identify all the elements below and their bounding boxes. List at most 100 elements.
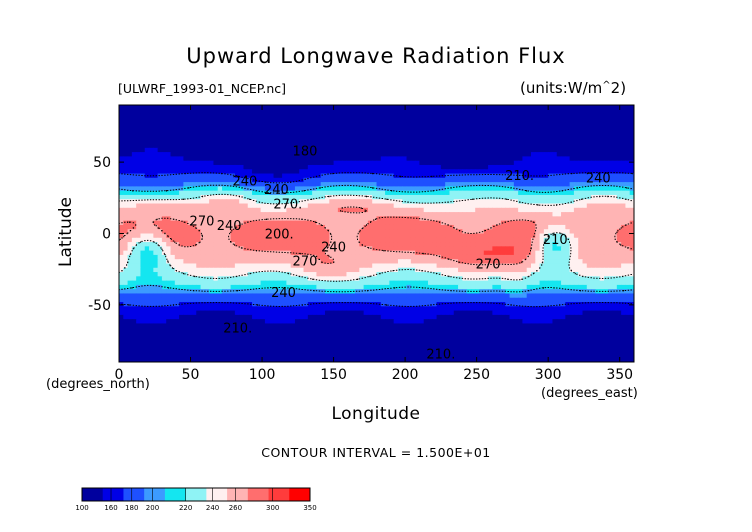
heatmap-cell [625, 276, 631, 282]
heatmap-cell [213, 280, 219, 286]
heatmap-cell [234, 267, 240, 273]
heatmap-cell [166, 156, 172, 162]
heatmap-cell [260, 160, 266, 166]
heatmap-cell [531, 212, 536, 217]
heatmap-cell [595, 233, 601, 239]
heatmap-cell [247, 139, 253, 145]
heatmap-cell [539, 250, 545, 256]
heatmap-cell [389, 259, 395, 265]
heatmap-cell [479, 186, 485, 192]
heatmap-cell [539, 190, 545, 196]
heatmap-cell [217, 233, 223, 239]
heatmap-cell [522, 109, 528, 115]
heatmap-cell [213, 199, 219, 205]
heatmap-cell [436, 139, 442, 145]
heatmap-cell [518, 143, 524, 149]
heatmap-cell [363, 276, 369, 282]
heatmap-cell [599, 160, 605, 166]
heatmap-cell [522, 263, 528, 269]
heatmap-cell [209, 173, 215, 179]
heatmap-cell [337, 250, 343, 256]
heatmap-cell [428, 152, 433, 157]
heatmap-cell [239, 259, 245, 265]
heatmap-cell [136, 276, 142, 282]
heatmap-cell [603, 152, 609, 157]
heatmap-cell [496, 169, 502, 175]
heatmap-cell [329, 122, 335, 128]
units-label: (units:W/m^2) [520, 79, 627, 97]
heatmap-cell [217, 117, 223, 123]
heatmap-cell [166, 117, 172, 123]
heatmap-cell [625, 263, 631, 269]
heatmap-cell [153, 276, 159, 282]
heatmap-cell [505, 220, 511, 226]
heatmap-cell [226, 267, 232, 273]
heatmap-cell [127, 134, 133, 140]
heatmap-cell [355, 220, 360, 226]
heatmap-cell [282, 117, 287, 123]
heatmap-cell [518, 182, 524, 187]
heatmap-cell [346, 113, 352, 119]
heatmap-cell [346, 259, 352, 265]
heatmap-cell [170, 224, 176, 230]
heatmap-cell [488, 250, 493, 256]
heatmap-cell [367, 113, 373, 119]
heatmap-cell [213, 259, 219, 265]
heatmap-cell [329, 280, 335, 286]
heatmap-cell [187, 190, 193, 196]
heatmap-cell [595, 177, 601, 183]
heatmap-cell [230, 250, 236, 256]
heatmap-cell [440, 203, 446, 209]
heatmap-cell [119, 272, 124, 277]
heatmap-cell [200, 229, 206, 235]
heatmap-cell [131, 177, 137, 183]
heatmap-cell [586, 212, 592, 217]
heatmap-cell [342, 246, 348, 252]
heatmap-cell [432, 203, 438, 209]
heatmap-cell [380, 203, 386, 209]
heatmap-cell [252, 250, 257, 256]
heatmap-cell [625, 105, 631, 110]
heatmap-cell [578, 220, 584, 226]
heatmap-cell [376, 237, 382, 243]
heatmap-cell [466, 190, 472, 196]
heatmap-cell [191, 280, 197, 286]
heatmap-cell [500, 105, 506, 110]
heatmap-cell [419, 203, 425, 209]
heatmap-cell [625, 272, 631, 277]
heatmap-cell [273, 122, 279, 128]
heatmap-cell [230, 224, 236, 230]
heatmap-cell [136, 164, 142, 170]
heatmap-cell [621, 263, 627, 269]
heatmap-cell [329, 113, 335, 119]
heatmap-cell [419, 194, 425, 200]
heatmap-cell [325, 220, 330, 226]
heatmap-cell [243, 229, 249, 235]
heatmap-cell [196, 182, 202, 187]
heatmap-cell [385, 173, 390, 179]
heatmap-cell [406, 263, 412, 269]
heatmap-cell [578, 164, 584, 170]
heatmap-cell [548, 105, 554, 110]
heatmap-cell [204, 190, 210, 196]
heatmap-cell [531, 216, 536, 222]
heatmap-cell [603, 177, 609, 183]
heatmap-cell [350, 152, 356, 157]
heatmap-cell [222, 105, 227, 110]
heatmap-cell [599, 203, 605, 209]
heatmap-cell [307, 199, 313, 205]
heatmap-cell [603, 254, 609, 260]
heatmap-cell [196, 250, 202, 256]
heatmap-cell [136, 130, 142, 136]
heatmap-cell [475, 177, 481, 183]
heatmap-cell [436, 194, 442, 200]
heatmap-cell [505, 152, 511, 157]
heatmap-cell [475, 246, 481, 252]
heatmap-cell [303, 224, 309, 230]
heatmap-cell [475, 134, 481, 140]
heatmap-cell [252, 263, 257, 269]
heatmap-cell [458, 259, 463, 265]
heatmap-cell [277, 169, 283, 175]
heatmap-cell [260, 122, 266, 128]
heatmap-cell [273, 237, 279, 243]
